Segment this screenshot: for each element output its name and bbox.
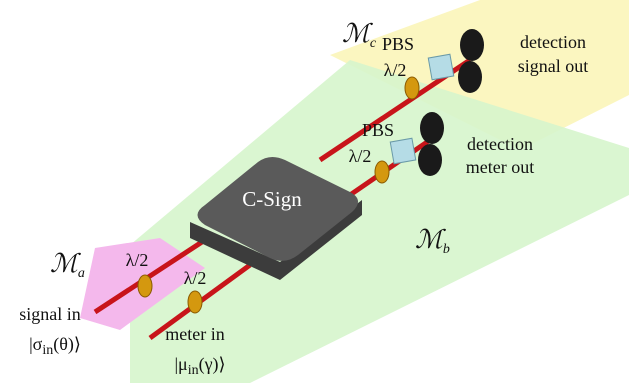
region-label: ℳa: [50, 249, 85, 281]
waveplate-label: λ/2: [349, 146, 372, 166]
pbs-label: PBS: [382, 34, 414, 54]
detection-label: detection: [467, 134, 533, 154]
input-label: meter in: [165, 324, 224, 344]
region-label: ℳc: [342, 19, 377, 51]
detection-label: detection: [520, 32, 586, 52]
waveplate-label: λ/2: [384, 60, 407, 80]
setup-diagram: ℳc ℳb ℳa C-Sign PBS λ/2 detection signal…: [0, 0, 629, 383]
input-ket: |σin(θ)⟩: [29, 334, 81, 358]
output-label: signal out: [518, 56, 589, 76]
waveplate-label: λ/2: [184, 268, 207, 288]
output-label: meter out: [466, 157, 534, 177]
gate-label: C-Sign: [242, 187, 302, 211]
waveplate-label: λ/2: [126, 250, 149, 270]
pbs-label: PBS: [362, 120, 394, 140]
input-label: signal in: [19, 304, 81, 324]
